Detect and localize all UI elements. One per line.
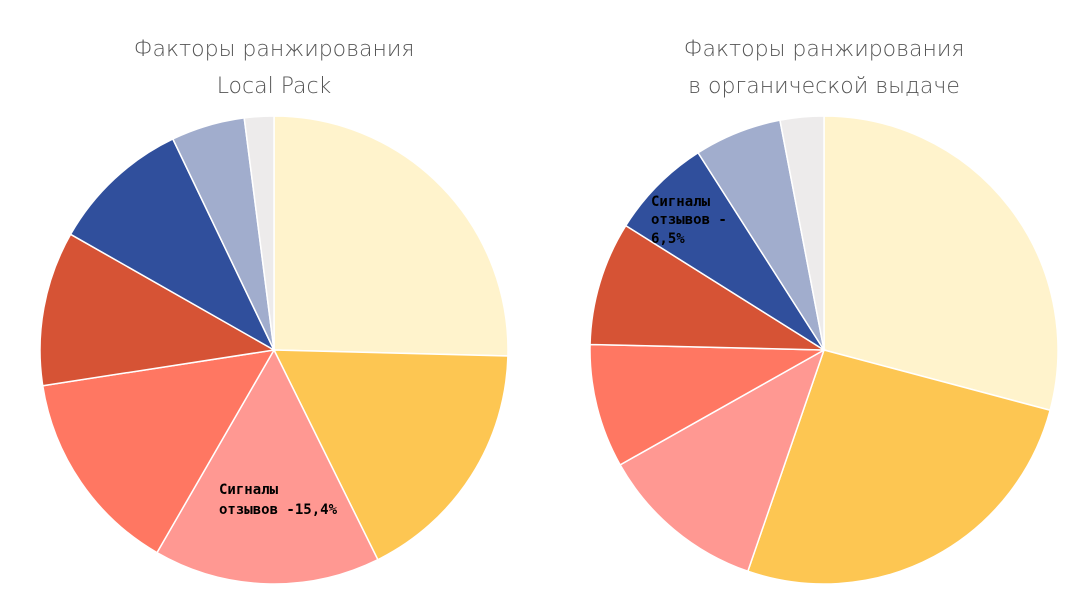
chart-title-line: Факторы ранжирования <box>684 37 965 62</box>
chart-title-line: в органической выдаче <box>688 74 960 99</box>
chart-title-line: Local Pack <box>217 74 332 99</box>
pie-slices <box>39 115 509 585</box>
pie-slice-0 <box>823 115 1059 412</box>
slice-label: отзывов - <box>651 212 727 228</box>
pie-slice-1 <box>746 349 1052 585</box>
pie-slice-3 <box>589 343 827 466</box>
slice-label: Сигналы <box>651 194 711 210</box>
pie-slice-1 <box>272 349 509 561</box>
pie-chart-organic: Факторы ранжирования в органической выда… <box>589 37 1059 585</box>
pie-slice-0 <box>273 115 509 357</box>
pie-slice-labels: Сигналы отзывов -15,4% <box>219 482 338 518</box>
pie-slice-3 <box>41 349 276 554</box>
slice-label: 6,5% <box>651 231 685 247</box>
pie-slices <box>589 115 1059 585</box>
pie-chart-local-pack: Факторы ранжирования Local Pack Сигналы … <box>39 37 509 585</box>
pie-slice-labels: Сигналы отзывов - 6,5% <box>651 194 727 247</box>
pie-slice-5 <box>69 137 276 352</box>
pie-slice-4 <box>589 224 827 351</box>
pie-slice-7 <box>243 115 275 351</box>
slice-label: отзывов -15,4% <box>219 502 338 518</box>
slice-label: Сигналы <box>219 482 279 498</box>
pie-slice-4 <box>39 233 277 387</box>
pie-slice-2 <box>619 348 826 573</box>
chart-title-line: Факторы ранжирования <box>134 37 415 62</box>
pie-slice-7 <box>779 115 825 351</box>
pie-slice-5 <box>624 151 825 351</box>
pie-slice-2 <box>155 348 379 585</box>
